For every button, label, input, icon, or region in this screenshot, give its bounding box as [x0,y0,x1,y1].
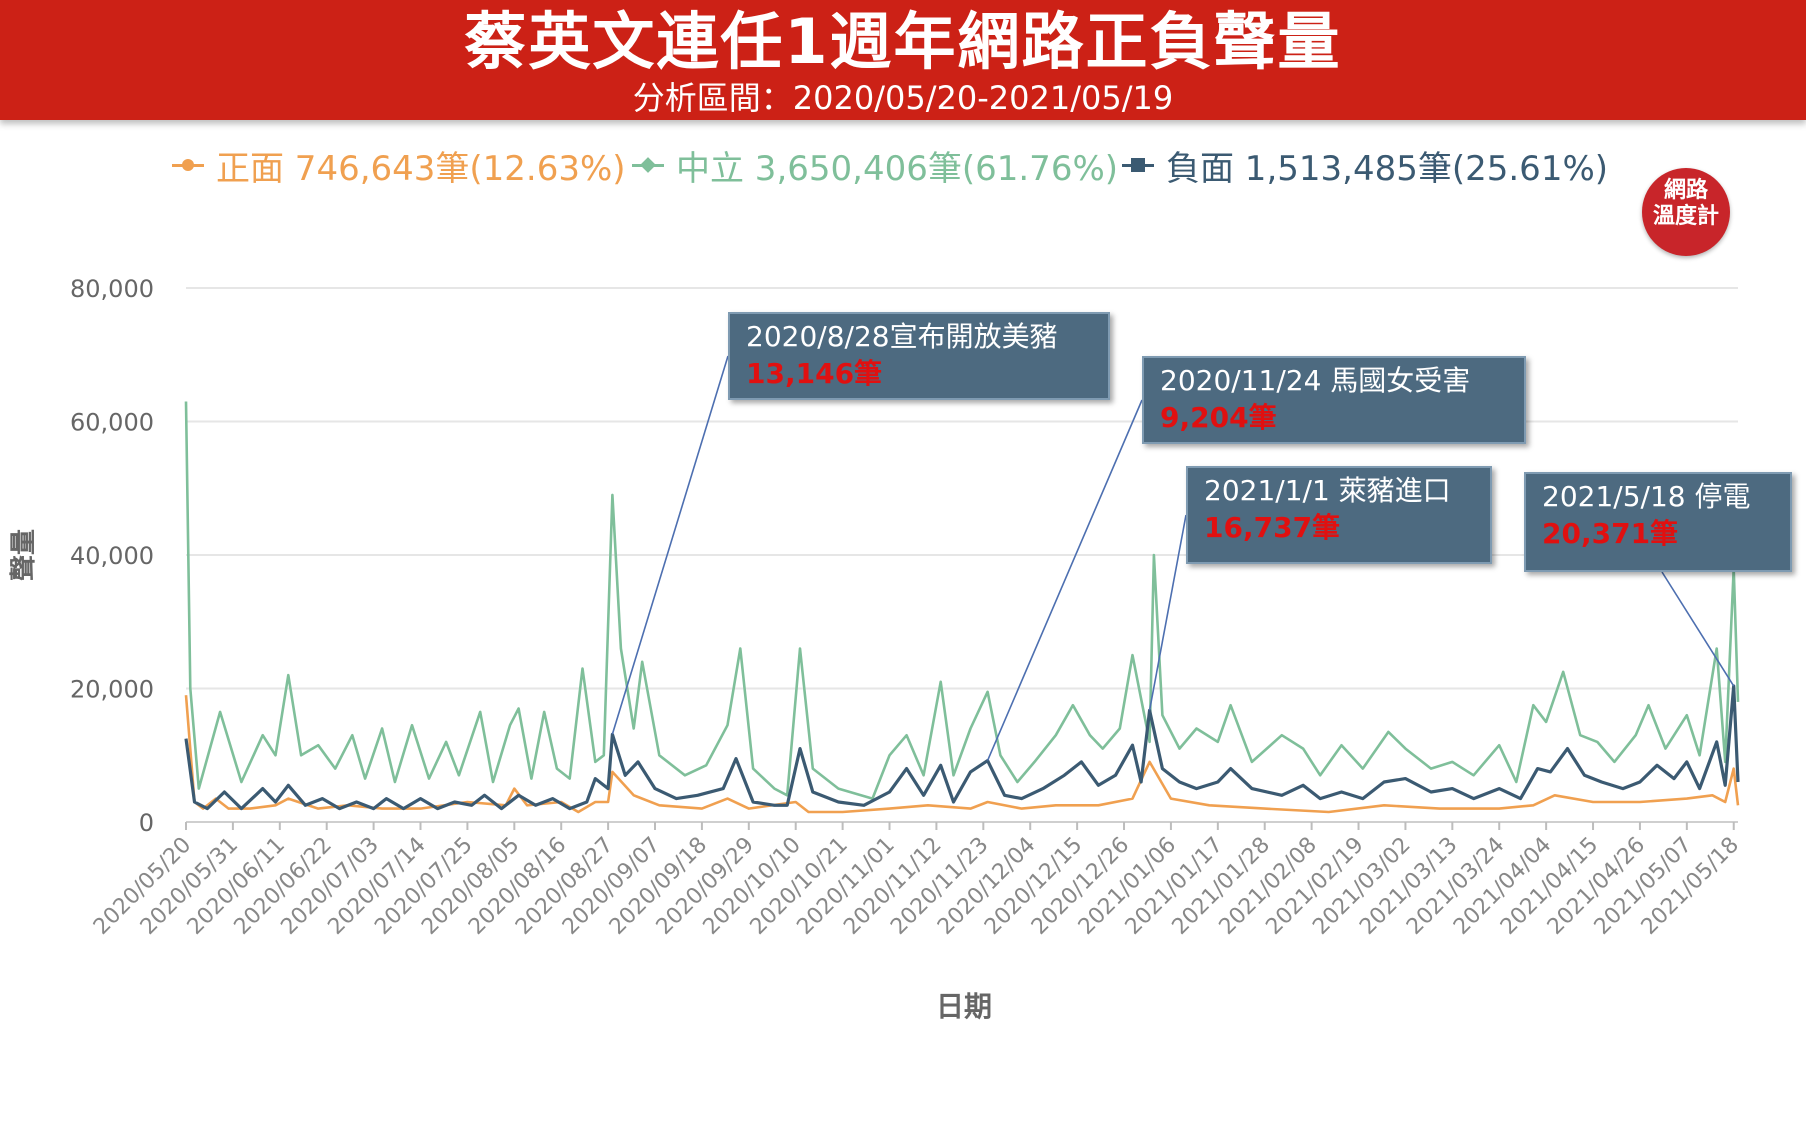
annotation-callout-power-outage: 2021/5/18 停電 20,371筆 [1524,472,1792,572]
annotation-callout-ractopamine-pork-import: 2021/1/1 萊豬進口 16,737筆 [1186,466,1492,564]
y-axis: 0 20,000 40,000 60,000 80,000 [70,275,154,837]
series-line-neutral [184,401,1740,800]
annotation-connector [986,399,1143,761]
y-tick-label: 20,000 [70,676,154,704]
legend-marker-neutral [632,153,664,177]
chart-subtitle: 分析區間：2020/05/20-2021/05/19 [632,79,1174,117]
y-tick-label: 0 [139,809,154,837]
x-axis-title: 日期 [936,990,992,1023]
legend-label-neutral: 中立 3,650,406筆(61.76%) [676,148,1119,189]
series-line-negative [184,684,1740,811]
annotation-value: 13,146筆 [746,357,883,390]
y-tick-label: 60,000 [70,409,154,437]
legend-label-positive: 正面 746,643筆(12.63%) [216,148,626,189]
badge-line-2: 溫度計 [1652,204,1719,229]
annotation-title: 2020/8/28宣布開放美豬 [746,320,1058,353]
title-banner: 蔡英文連任1週年網路正負聲量 分析區間：2020/05/20-2021/05/1… [0,0,1806,120]
y-tick-label: 40,000 [70,542,154,570]
annotation-connector [1148,514,1187,711]
annotation-value: 9,204筆 [1160,401,1277,434]
series-lines [184,401,1740,814]
legend-label-negative: 負面 1,513,485筆(25.61%) [1166,148,1609,189]
legend-marker-negative [1122,153,1154,177]
annotation-callout-malaysian-woman: 2020/11/24 馬國女受害 9,204筆 [1142,356,1526,444]
y-tick-label: 80,000 [70,275,154,303]
callout-connectors [611,355,1735,761]
badge-line-1: 網路 [1663,178,1708,203]
annotation-title: 2020/11/24 馬國女受害 [1160,364,1471,397]
legend: 正面 746,643筆(12.63%) 中立 3,650,406筆(61.76%… [0,140,1806,190]
annotation-connector [611,355,729,735]
legend-marker-positive [172,153,204,177]
legend-item-negative[interactable]: 負面 1,513,485筆(25.61%) [1122,140,1608,190]
annotation-title: 2021/5/18 停電 [1542,480,1751,513]
chart-title: 蔡英文連任1週年網路正負聲量 [464,5,1342,78]
x-axis: 2020/05/202020/05/312020/06/112020/06/22… [89,822,1744,940]
annotation-title: 2021/1/1 萊豬進口 [1204,474,1451,507]
annotation-callout-us-pork: 2020/8/28宣布開放美豬 13,146筆 [728,312,1110,400]
annotation-value: 20,371筆 [1542,517,1679,550]
annotation-connector [1661,571,1735,687]
legend-item-neutral[interactable]: 中立 3,650,406筆(61.76%) [632,140,1118,190]
annotation-value: 16,737筆 [1204,511,1341,544]
legend-item-positive[interactable]: 正面 746,643筆(12.63%) [172,140,626,190]
y-axis-title: 聲量 [9,529,39,581]
wunderground-logo-badge: 網路 溫度計 [1642,168,1730,256]
gridlines [186,287,1738,823]
